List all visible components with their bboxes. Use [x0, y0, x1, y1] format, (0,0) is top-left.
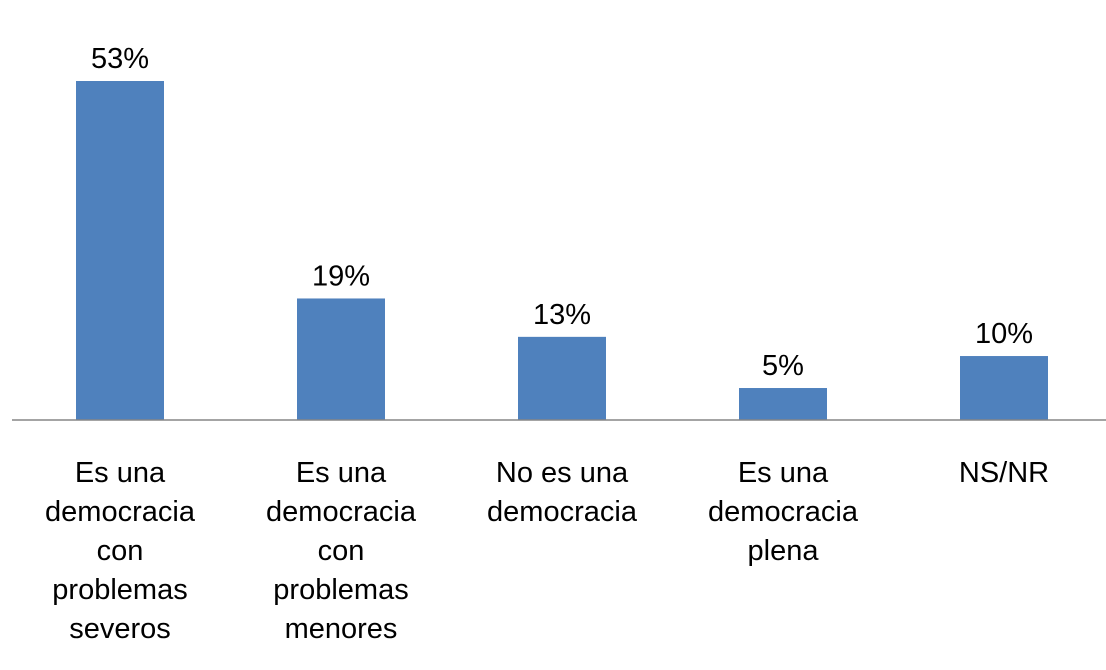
bar-4: [739, 388, 827, 420]
category-label-line: democracia: [45, 496, 196, 528]
category-label-3: No es una democracia: [487, 457, 638, 528]
category-label-4: Es una democracia plena: [708, 457, 859, 567]
category-label-line: NS/NR: [959, 457, 1049, 489]
bar-3: [518, 336, 606, 420]
category-label-line: democracia: [266, 496, 417, 528]
category-label-line: menores: [285, 613, 398, 645]
category-label-line: plena: [748, 535, 820, 567]
data-label-1: 53%: [91, 43, 149, 75]
data-label-5: 10%: [975, 318, 1033, 350]
category-label-line: Es una: [296, 457, 387, 489]
data-label-4: 5%: [762, 350, 804, 382]
category-label-1: Es una democracia con problemas severos: [45, 457, 196, 645]
category-label-line: Es una: [738, 457, 829, 489]
data-label-2: 19%: [312, 260, 370, 292]
category-label-line: democracia: [708, 496, 859, 528]
category-label-2: Es una democracia con problemas menores: [266, 457, 417, 645]
category-label-line: democracia: [487, 496, 638, 528]
bar-2: [297, 298, 385, 420]
category-label-line: con: [97, 535, 144, 567]
category-label-line: problemas: [273, 574, 408, 606]
category-label-line: Es una: [75, 457, 166, 489]
data-label-3: 13%: [533, 299, 591, 331]
category-label-line: con: [318, 535, 365, 567]
bar-5: [960, 356, 1048, 420]
category-label-line: problemas: [52, 574, 187, 606]
category-label-line: No es una: [496, 457, 629, 489]
bar-1: [76, 81, 164, 420]
category-label-line: severos: [69, 613, 171, 645]
category-label-5: NS/NR: [959, 457, 1049, 489]
